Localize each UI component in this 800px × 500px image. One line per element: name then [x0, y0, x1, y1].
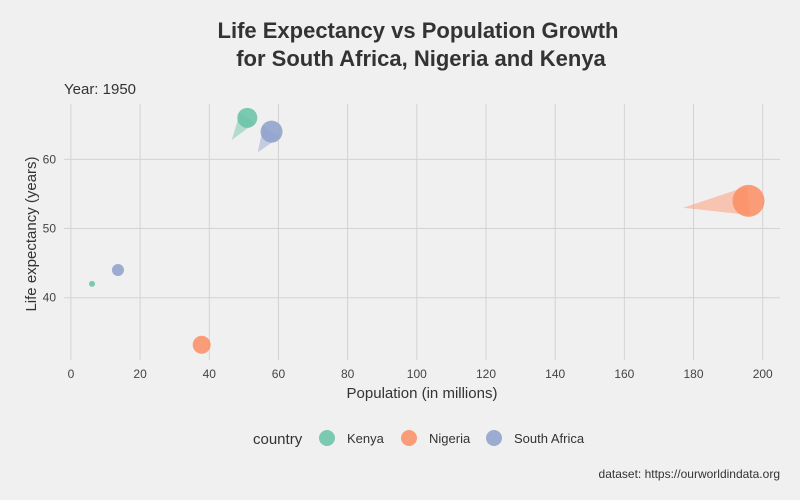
- y-tick-label-50: 50: [43, 222, 57, 236]
- data-points: [89, 107, 765, 354]
- x-tick-label-200: 200: [753, 367, 773, 381]
- x-tick-label-80: 80: [341, 367, 355, 381]
- chart-caption: dataset: https://ourworldindata.org: [599, 467, 780, 481]
- point-nigeria-2: [732, 184, 765, 217]
- legend: country Kenya Nigeria South Africa: [253, 430, 585, 448]
- point-south-africa-2: [260, 120, 283, 143]
- legend-key-kenya: [319, 430, 335, 446]
- point-south-africa-1: [111, 264, 124, 277]
- x-tick-label-60: 60: [272, 367, 286, 381]
- x-tick-label-120: 120: [476, 367, 496, 381]
- legend-label-kenya: Kenya: [347, 431, 385, 446]
- x-tick-label-0: 0: [68, 367, 75, 381]
- trail-nigeria: [683, 186, 751, 216]
- point-nigeria-1: [192, 335, 211, 354]
- legend-title: country: [253, 431, 303, 448]
- axis-ticks: 0 20 40 60 80 100 120 140 160 180 200 40 50 60: [43, 152, 773, 381]
- legend-key-south-africa: [486, 430, 502, 446]
- x-tick-label-40: 40: [203, 367, 217, 381]
- x-tick-label-140: 140: [545, 367, 565, 381]
- legend-label-south-africa: South Africa: [514, 431, 585, 446]
- chart-title-line1: Life Expectancy vs Population Growth: [218, 18, 619, 43]
- bubble-trails: [231, 112, 751, 216]
- legend-key-nigeria: [401, 430, 417, 446]
- y-tick-label-40: 40: [43, 291, 57, 305]
- y-tick-label-60: 60: [43, 152, 57, 166]
- x-tick-label-180: 180: [684, 367, 704, 381]
- chart-subtitle: Year: 1950: [64, 81, 136, 98]
- x-tick-label-100: 100: [407, 367, 427, 381]
- chart-title-line2: for South Africa, Nigeria and Kenya: [236, 46, 606, 71]
- legend-label-nigeria: Nigeria: [429, 431, 471, 446]
- x-axis-label: Population (in millions): [347, 385, 498, 402]
- x-tick-label-20: 20: [133, 367, 147, 381]
- point-kenya-2: [237, 107, 258, 128]
- point-kenya-1: [89, 280, 96, 287]
- x-tick-label-160: 160: [614, 367, 634, 381]
- y-axis-label: Life expectancy (years): [23, 156, 40, 311]
- grid-lines: [64, 104, 780, 360]
